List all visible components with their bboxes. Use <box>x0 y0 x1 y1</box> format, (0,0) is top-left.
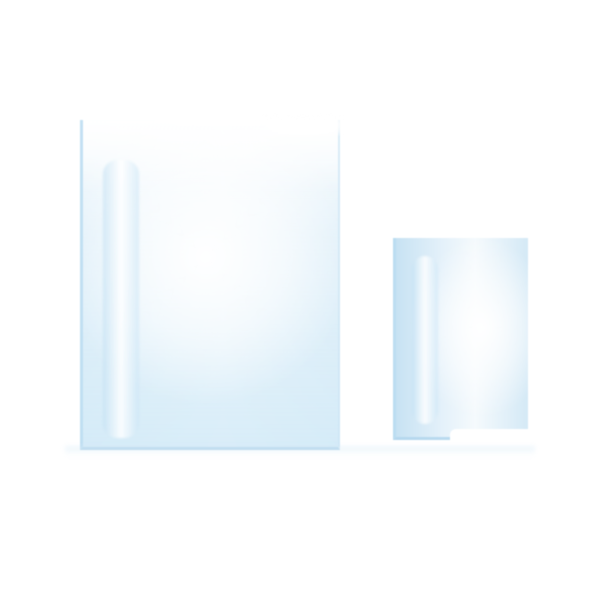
floor-shadow <box>65 446 535 456</box>
tall-panel-reflection-bar <box>103 160 139 438</box>
short-panel-reflection-bar <box>412 256 438 424</box>
tall-glass-panel <box>80 114 343 450</box>
tall-panel-cap-highlight <box>263 114 343 136</box>
short-panel-base-notch <box>450 429 530 441</box>
short-glass-panel <box>393 238 530 441</box>
